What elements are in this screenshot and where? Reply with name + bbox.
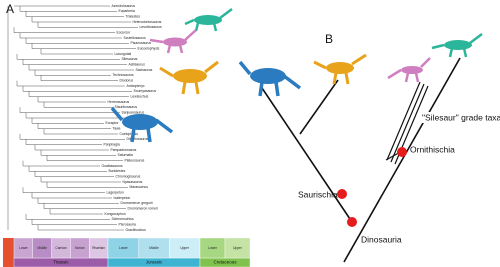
taxon-label: Eucoelophysis: [138, 47, 160, 51]
taxon-label: Herrerasaurus: [108, 100, 130, 104]
silhouettes-a: [110, 8, 233, 143]
taxon-label: Euparkeria: [119, 9, 136, 13]
taxon-label: Ambopteryx: [127, 84, 145, 88]
stage-label: Rhaetian: [92, 246, 105, 250]
taxon-label: Dromomeron gregorii: [121, 201, 153, 205]
stage-label: Middle: [149, 246, 159, 250]
taxon-label: Sacisaurus: [136, 68, 153, 72]
taxon-label: Heterodontosaurus: [133, 20, 162, 24]
panel-label: B: [325, 32, 333, 46]
taxon-label: Scutellosaurus: [124, 36, 147, 40]
stage-label: Middle: [38, 246, 48, 250]
taxon-label: Trialestes: [126, 15, 141, 19]
stage-label: Lower: [19, 246, 29, 250]
taxon-label: Ixalerpeton: [114, 196, 131, 200]
taxon-label: Soumyasaurus: [134, 89, 157, 93]
taxon-label: Kongonaphon: [105, 212, 126, 216]
taxon-label: Asilisaurus: [129, 63, 146, 67]
taxon-label: Panphagia: [104, 143, 120, 147]
taxon-label: Buriolestes: [109, 169, 126, 173]
stage-label: Lower: [208, 246, 218, 250]
clade-label: Dinosauria: [361, 234, 402, 244]
stage-label: Carnian: [55, 246, 66, 250]
period-label: Triassic: [53, 260, 69, 265]
clade-label: Saurischia: [298, 189, 338, 199]
stage-label: Upper: [233, 246, 243, 250]
taxon-label: Nyasasaurus: [123, 180, 143, 184]
taxon-label: Diodorus: [120, 79, 134, 83]
period-label: Jurassic: [146, 260, 163, 265]
taxon-label: Dilophosaurus: [127, 137, 149, 141]
period-label: Cretaceous: [213, 260, 237, 265]
taxon-label: Marasuchus: [130, 185, 149, 189]
taxon-label: Pampadromaeus: [111, 148, 137, 152]
taxon-label: Technosaurus: [113, 73, 134, 77]
panel-label: A: [6, 2, 14, 16]
taxon-label: Pterosauria: [119, 223, 136, 227]
taxon-label: Guaibasaurus: [102, 164, 123, 168]
taxon-label: Sanjuansaurus: [122, 111, 145, 115]
stage-label: Upper: [180, 246, 190, 250]
taxon-label: Eocursor: [117, 31, 131, 35]
clade-label: Ornithischia: [410, 144, 455, 154]
taxon-label: Staurikosaurus: [115, 105, 138, 109]
taxon-label: Pisanosaurus: [131, 41, 152, 45]
taxon-label: Lesothosaurus: [140, 25, 163, 29]
taxon-label: Lewisuchus: [131, 95, 149, 99]
taxon-label: Tawa: [113, 127, 121, 131]
taxon-label: Chromogisaurus: [116, 175, 141, 179]
stage-label: Lower: [119, 246, 129, 250]
stage-cell: [224, 237, 251, 259]
annotation: "Silesaur" grade taxa: [422, 112, 500, 122]
taxon-label: Silesaurus: [122, 57, 138, 61]
taxon-label: Coelophysis: [120, 132, 139, 136]
taxon-label: Dromomeron romeri: [128, 207, 159, 211]
timescale-cell: [3, 238, 14, 267]
taxon-label: Plateosaurus: [125, 159, 145, 163]
taxon-label: Scleromochlus: [112, 217, 135, 221]
taxon-label: Saturnalia: [118, 153, 133, 157]
cladogram-b: [238, 33, 496, 263]
timescale: Triassic Lower Middle Carnian Norian Rhaetian…: [3, 237, 251, 267]
taxon-label: Lagerpeton: [107, 191, 124, 195]
taxon-label: Lutungutali: [115, 52, 132, 56]
taxon-label: Gracilisuchus: [126, 228, 147, 232]
stage-label: Norian: [75, 246, 85, 250]
taxon-label: Azendohsaurus: [112, 4, 136, 8]
taxon-label: Eoraptor: [106, 121, 120, 125]
